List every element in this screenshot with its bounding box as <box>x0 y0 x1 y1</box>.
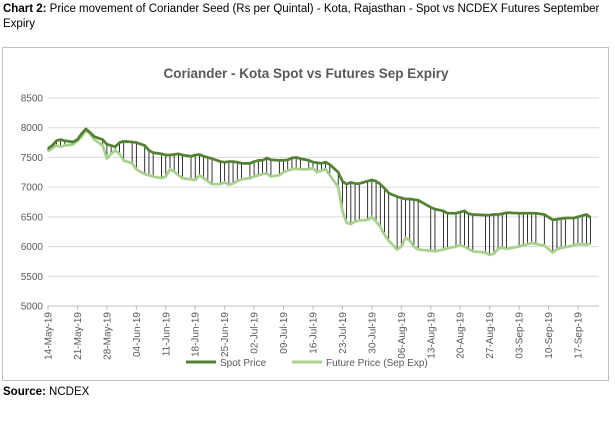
caption-prefix: Chart 2: <box>3 3 47 15</box>
source-text: NCDEX <box>45 386 90 398</box>
y-tick-label: 5500 <box>21 272 44 283</box>
chart-title: Coriander - Kota Spot vs Futures Sep Exp… <box>163 66 449 81</box>
x-axis: 14-May-19 21-May-19 28-May-19 04-Jun-19 11-J… <box>44 305 599 360</box>
future-price-line <box>47 129 591 257</box>
legend-spot-label: Spot Price <box>220 358 267 369</box>
legend-future-label: Future Price (Sep Exp) <box>326 358 428 369</box>
x-tick-label: 17-Sep-19 <box>573 312 584 359</box>
x-tick-label: 02-Jul-19 <box>250 312 261 354</box>
x-tick-label: 16-Jul-19 <box>308 312 319 354</box>
x-tick-label: 06-Aug-19 <box>397 312 408 359</box>
y-tick-label: 8500 <box>21 94 44 105</box>
y-tick-label: 5000 <box>21 302 44 313</box>
source-note: Source: NCDEX <box>3 386 89 398</box>
x-tick-label: 25-Jun-19 <box>220 312 231 357</box>
x-tick-label: 09-Jul-19 <box>279 312 290 354</box>
y-tick-label: 6500 <box>21 212 44 223</box>
x-tick-label: 20-Aug-19 <box>456 312 467 359</box>
x-tick-label: 04-Jun-19 <box>132 312 143 357</box>
x-tick-label: 13-Aug-19 <box>426 312 437 359</box>
x-tick-label: 18-Jun-19 <box>191 312 202 357</box>
y-tick-label: 7000 <box>21 183 44 194</box>
chart-caption: Chart 2: Price movement of Coriander See… <box>3 2 613 32</box>
y-tick-label: 7500 <box>21 153 44 164</box>
y-tick-label: 8000 <box>21 123 44 134</box>
grid-lines <box>48 97 599 307</box>
spot-price-line <box>47 127 592 222</box>
x-tick-label: 10-Sep-19 <box>544 312 555 359</box>
x-tick-label: 21-May-19 <box>73 312 84 360</box>
caption-text: Price movement of Coriander Seed (Rs per… <box>3 3 600 30</box>
x-tick-label: 27-Aug-19 <box>485 312 496 359</box>
x-tick-label: 23-Jul-19 <box>338 312 349 354</box>
drop-lines <box>47 128 591 255</box>
chart-svg: Coriander - Kota Spot vs Futures Sep Exp… <box>21 66 599 369</box>
x-tick-label: 11-Jun-19 <box>161 312 172 357</box>
source-prefix: Source: <box>3 386 46 398</box>
y-axis: 5000 5500 6000 6500 7000 7500 8000 8500 <box>21 94 44 313</box>
series-lines <box>47 127 592 257</box>
x-tick-label: 30-Jul-19 <box>367 312 378 354</box>
x-tick-label: 03-Sep-19 <box>515 312 526 359</box>
legend: Spot Price Future Price (Sep Exp) <box>186 358 428 369</box>
y-tick-label: 6000 <box>21 242 44 253</box>
x-tick-label: 28-May-19 <box>102 312 113 360</box>
chart-frame: Coriander - Kota Spot vs Futures Sep Exp… <box>2 47 609 381</box>
x-tick-label: 14-May-19 <box>44 312 55 360</box>
